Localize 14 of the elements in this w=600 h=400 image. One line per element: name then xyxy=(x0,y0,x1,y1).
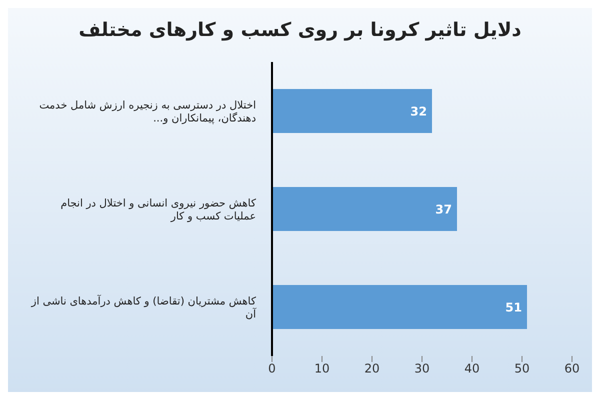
x-tick-label: 30 xyxy=(414,362,430,376)
x-tick-label: 20 xyxy=(364,362,380,376)
x-tick-label: 60 xyxy=(564,362,580,376)
x-tick-label: 0 xyxy=(268,362,276,376)
x-tick-label: 50 xyxy=(514,362,530,376)
x-tick-label: 10 xyxy=(314,362,330,376)
x-tick-label: 40 xyxy=(464,362,480,376)
data-label: 51 xyxy=(505,300,522,314)
y-tick-label: اختلال در دسترسی به زنجیره ارزش شامل خدمت دهندگان، پیمانکاران و... xyxy=(39,100,256,124)
chart-title: دلایل تاثیر کرونا بر روی کسب و کارهای مختلف xyxy=(78,18,522,43)
y-tick-label: کاهش مشتریان (تقاضا) و کاهش درآمدهای ناشی از آن xyxy=(30,294,258,320)
data-label: 32 xyxy=(410,104,427,118)
y-tick-label: کاهش حضور نیروی انسانی و اختلال در انجام عملیات کسب و کار xyxy=(60,198,256,222)
data-label: 37 xyxy=(435,202,452,216)
